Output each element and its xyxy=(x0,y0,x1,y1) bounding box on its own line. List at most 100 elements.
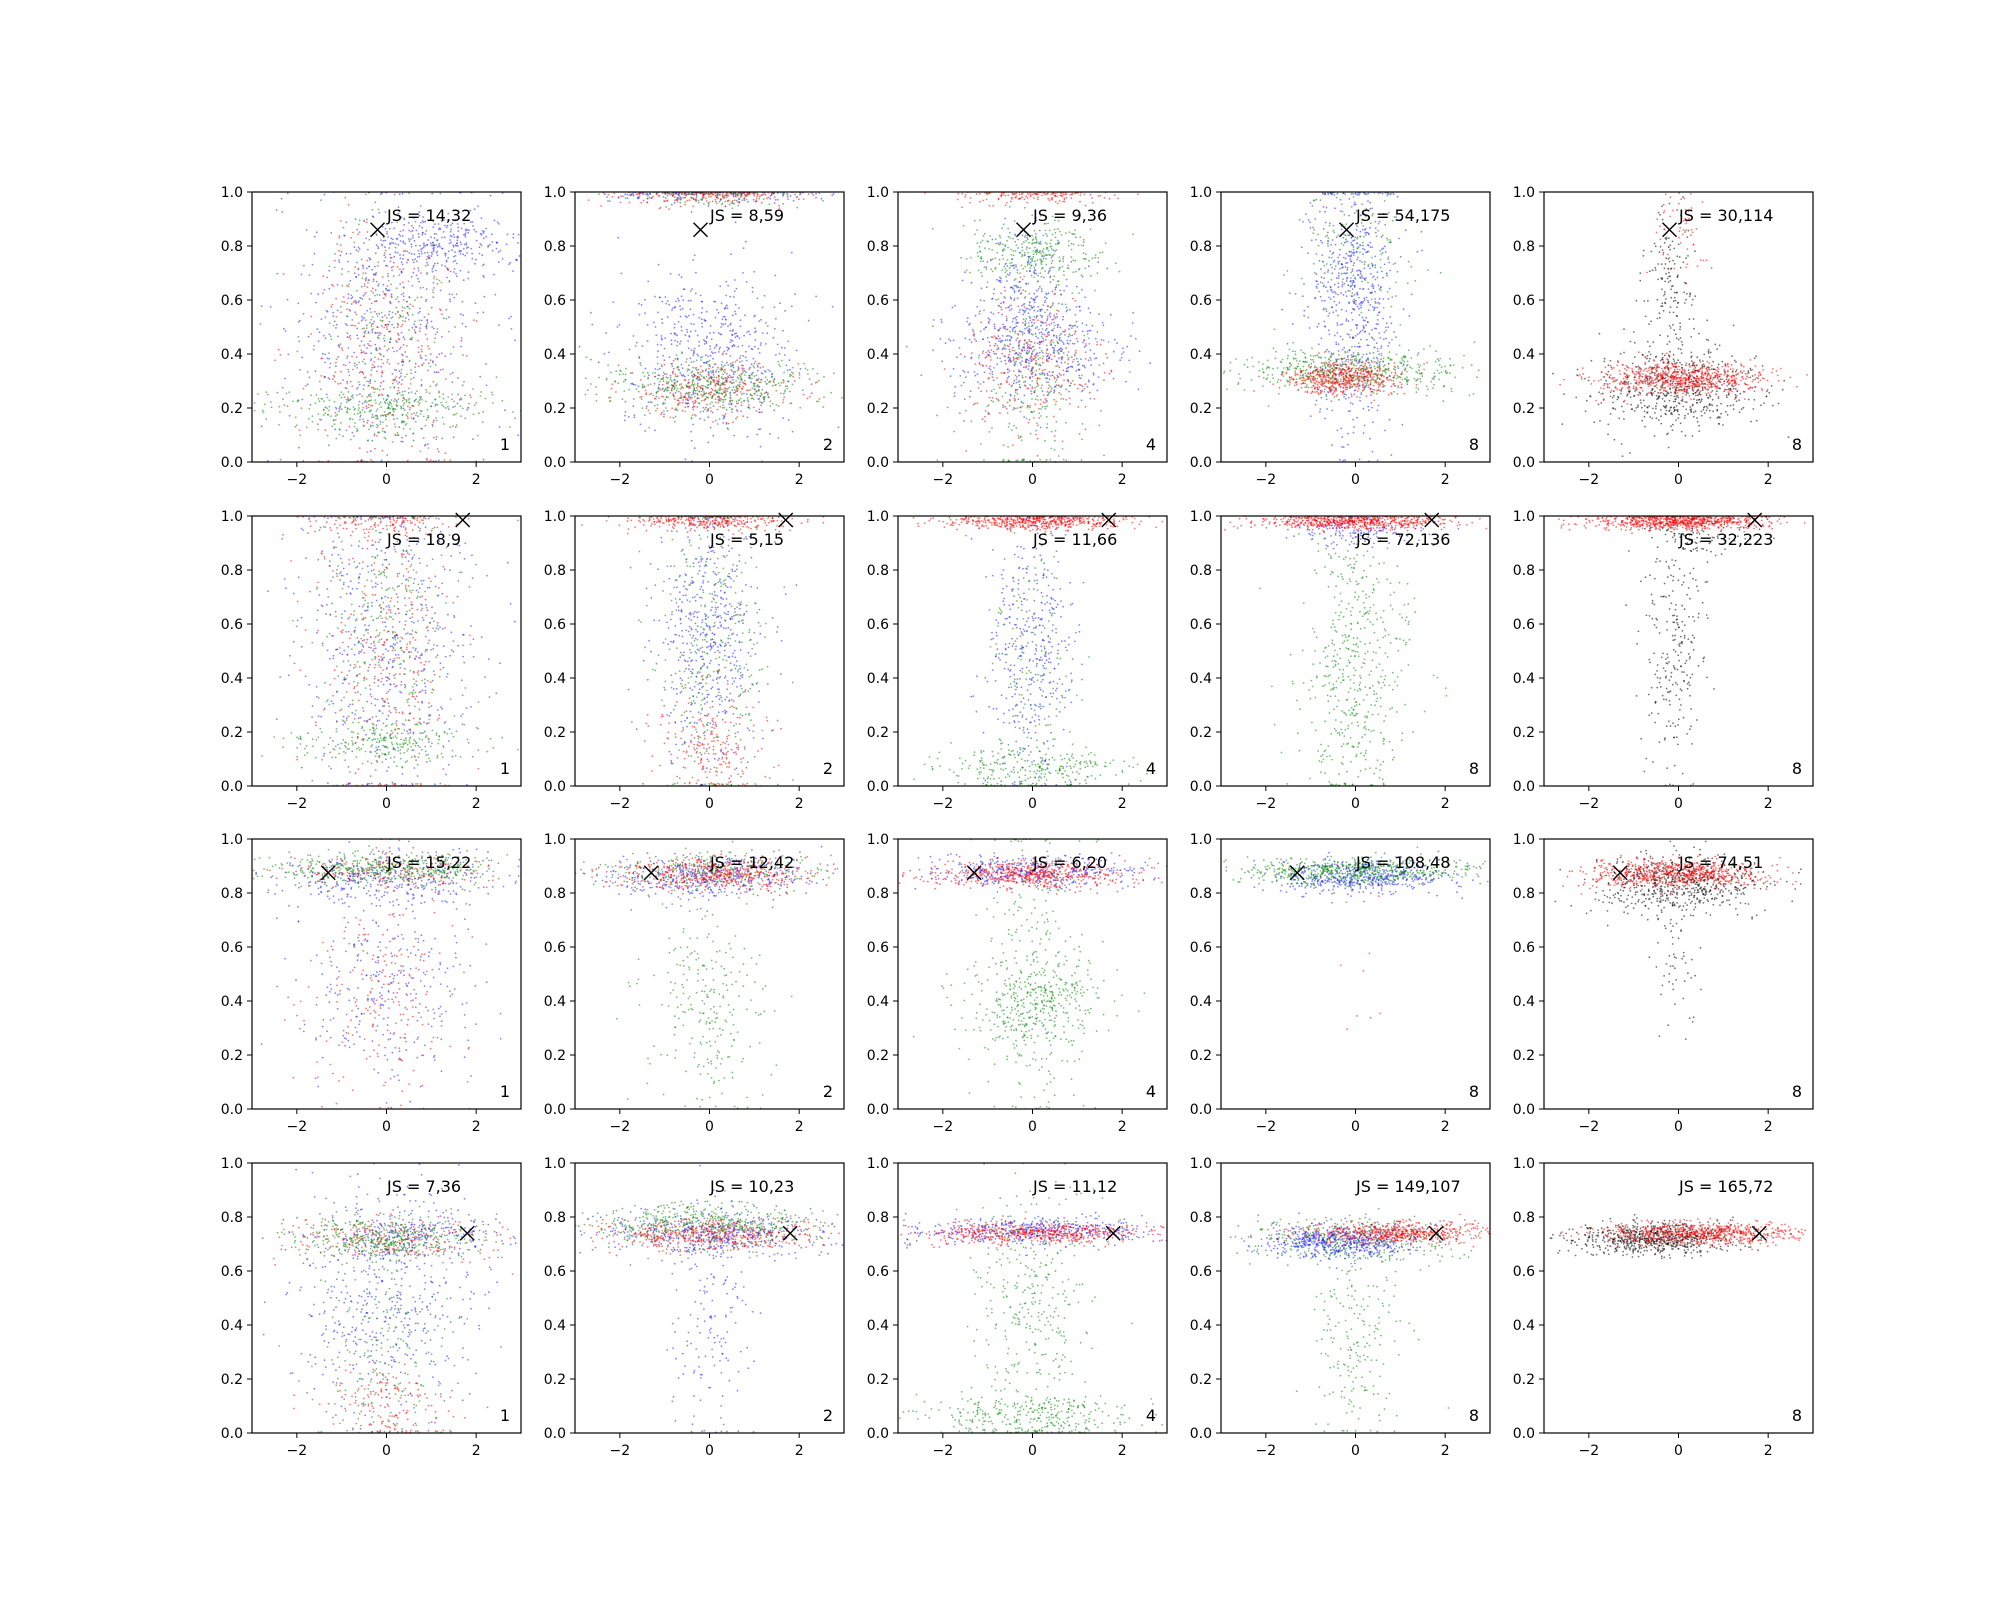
point-green xyxy=(673,388,676,391)
point-red xyxy=(724,371,726,374)
point-green xyxy=(730,399,733,402)
point-blue xyxy=(402,258,404,260)
point-green xyxy=(429,385,432,388)
point-red xyxy=(378,389,381,391)
point-blue xyxy=(854,333,856,335)
point-blue xyxy=(266,460,269,462)
point-green xyxy=(753,385,756,388)
point-blue xyxy=(356,228,359,231)
point-blue xyxy=(1041,333,1044,336)
point-red xyxy=(755,198,758,200)
point-red xyxy=(987,404,990,406)
point-blue xyxy=(1092,372,1095,375)
point-green xyxy=(976,242,979,245)
point-red xyxy=(1005,407,1008,410)
point-red xyxy=(472,319,475,322)
point-blue xyxy=(785,364,788,367)
point-red xyxy=(712,370,714,373)
point-red xyxy=(1085,343,1087,345)
point-blue xyxy=(726,307,729,310)
point-green xyxy=(377,282,380,285)
point-red xyxy=(333,376,336,378)
point-blue xyxy=(988,320,990,323)
point-blue xyxy=(391,241,393,244)
point-red xyxy=(810,383,813,386)
point-green xyxy=(1050,256,1053,259)
point-green xyxy=(407,314,410,317)
point-green xyxy=(766,382,768,385)
point-blue xyxy=(815,192,817,195)
point-blue xyxy=(391,373,394,375)
point-red xyxy=(346,302,349,305)
point-red xyxy=(1065,193,1068,196)
point-red xyxy=(664,197,667,199)
point-blue xyxy=(1003,347,1006,350)
point-green xyxy=(1058,260,1061,263)
point-blue xyxy=(1050,390,1052,392)
k-label: 1 xyxy=(500,435,510,454)
point-red xyxy=(714,192,716,195)
point-blue xyxy=(451,371,454,374)
point-red xyxy=(808,378,811,380)
point-blue xyxy=(786,369,789,372)
point-green xyxy=(375,232,378,235)
point-blue xyxy=(1018,311,1021,314)
point-blue xyxy=(718,351,720,353)
point-blue xyxy=(733,332,736,335)
point-blue xyxy=(335,327,337,329)
point-red xyxy=(1038,377,1041,380)
point-red xyxy=(736,410,739,413)
point-blue xyxy=(373,320,376,323)
point-red xyxy=(807,193,810,196)
point-green xyxy=(1028,292,1031,295)
point-green xyxy=(349,399,351,401)
point-blue xyxy=(669,273,672,275)
point-blue xyxy=(722,323,725,326)
point-red xyxy=(1028,347,1031,350)
point-green xyxy=(648,426,651,429)
point-red xyxy=(988,204,991,207)
point-green xyxy=(361,409,364,411)
point-green xyxy=(1001,269,1004,272)
point-red xyxy=(420,248,422,251)
point-blue xyxy=(1070,382,1072,385)
point-green xyxy=(1025,270,1028,273)
point-blue xyxy=(750,363,753,366)
point-red xyxy=(381,276,384,278)
point-green xyxy=(974,233,976,236)
point-blue xyxy=(734,405,737,408)
point-blue xyxy=(413,323,416,326)
point-blue xyxy=(1035,233,1037,235)
point-green xyxy=(621,398,624,401)
point-green xyxy=(753,375,756,378)
point-blue xyxy=(691,374,693,377)
point-blue xyxy=(668,303,670,306)
point-red xyxy=(1099,194,1102,197)
point-blue xyxy=(1058,366,1061,369)
point-red xyxy=(645,407,648,410)
point-green xyxy=(475,402,478,404)
point-red xyxy=(741,381,744,383)
point-red xyxy=(1033,358,1035,361)
point-red xyxy=(449,459,452,462)
point-green xyxy=(340,396,343,399)
point-blue xyxy=(1015,265,1017,268)
point-green xyxy=(1039,272,1042,274)
point-red xyxy=(711,389,714,392)
point-blue xyxy=(1055,336,1058,339)
point-green xyxy=(590,383,592,385)
point-blue xyxy=(730,253,732,256)
point-green xyxy=(625,367,627,370)
point-red xyxy=(724,413,727,415)
point-green xyxy=(1055,249,1058,251)
point-green xyxy=(384,418,387,421)
point-green xyxy=(680,385,683,388)
point-red xyxy=(645,392,648,395)
point-blue xyxy=(990,311,992,314)
point-blue xyxy=(688,396,690,399)
point-blue xyxy=(420,348,423,351)
point-red xyxy=(316,423,319,426)
point-green xyxy=(690,196,693,199)
point-blue xyxy=(399,283,402,285)
point-blue xyxy=(747,200,749,203)
